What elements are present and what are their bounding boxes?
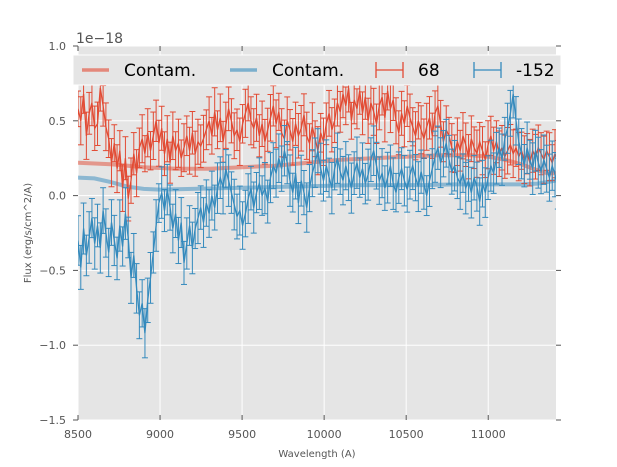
legend-label: Contam. <box>272 61 344 81</box>
legend-label: -152 <box>516 61 555 81</box>
legend-entry: 68 <box>375 61 440 81</box>
x-axis-label: Wavelength (A) <box>278 449 355 460</box>
x-tick-label: 10500 <box>389 428 424 441</box>
y-tick-label: 0.0 <box>49 190 67 203</box>
errorbar <box>558 151 564 192</box>
y-tick-label: 1.0 <box>49 40 67 53</box>
errorbar <box>554 157 556 210</box>
x-tick-label: 9000 <box>146 428 174 441</box>
y-tick-label: −1.0 <box>39 339 66 352</box>
y-tick-label: 0.5 <box>49 115 67 128</box>
x-tick-label: 8500 <box>64 428 92 441</box>
legend-entry: Contam. <box>82 61 196 81</box>
errorbar <box>563 167 569 206</box>
x-tick-label: 9500 <box>228 428 256 441</box>
y-offset-label: 1e−18 <box>76 31 123 47</box>
errorbar <box>78 90 81 128</box>
series-1 <box>78 69 569 359</box>
y-axis-label: Flux (erg/s/cm^2/A) <box>23 183 34 283</box>
legend-label: 68 <box>418 61 440 81</box>
plot-area <box>78 46 556 420</box>
y-tick-label: −0.5 <box>39 264 66 277</box>
errorbar <box>560 155 566 207</box>
legend-errorbar-icon <box>473 62 502 78</box>
legend-label: Contam. <box>124 61 196 81</box>
axis-ticks: 8500 9000 9500 10000 10500 11000 −1.5 −1.0 −0.5 0… <box>39 40 561 441</box>
legend-entry: -152 <box>473 61 555 81</box>
x-tick-label: 10000 <box>307 428 342 441</box>
data-series <box>78 63 569 359</box>
series-line-1 <box>78 93 556 334</box>
y-tick-label: −1.5 <box>39 414 66 427</box>
series-line-0 <box>78 87 556 199</box>
x-tick-label: 11000 <box>471 428 506 441</box>
errorbar <box>558 142 564 189</box>
legend-errorbar-icon <box>375 62 404 78</box>
legend-entry: Contam. <box>230 61 344 81</box>
legend: Contam. Contam. 68 -152 <box>72 54 562 86</box>
